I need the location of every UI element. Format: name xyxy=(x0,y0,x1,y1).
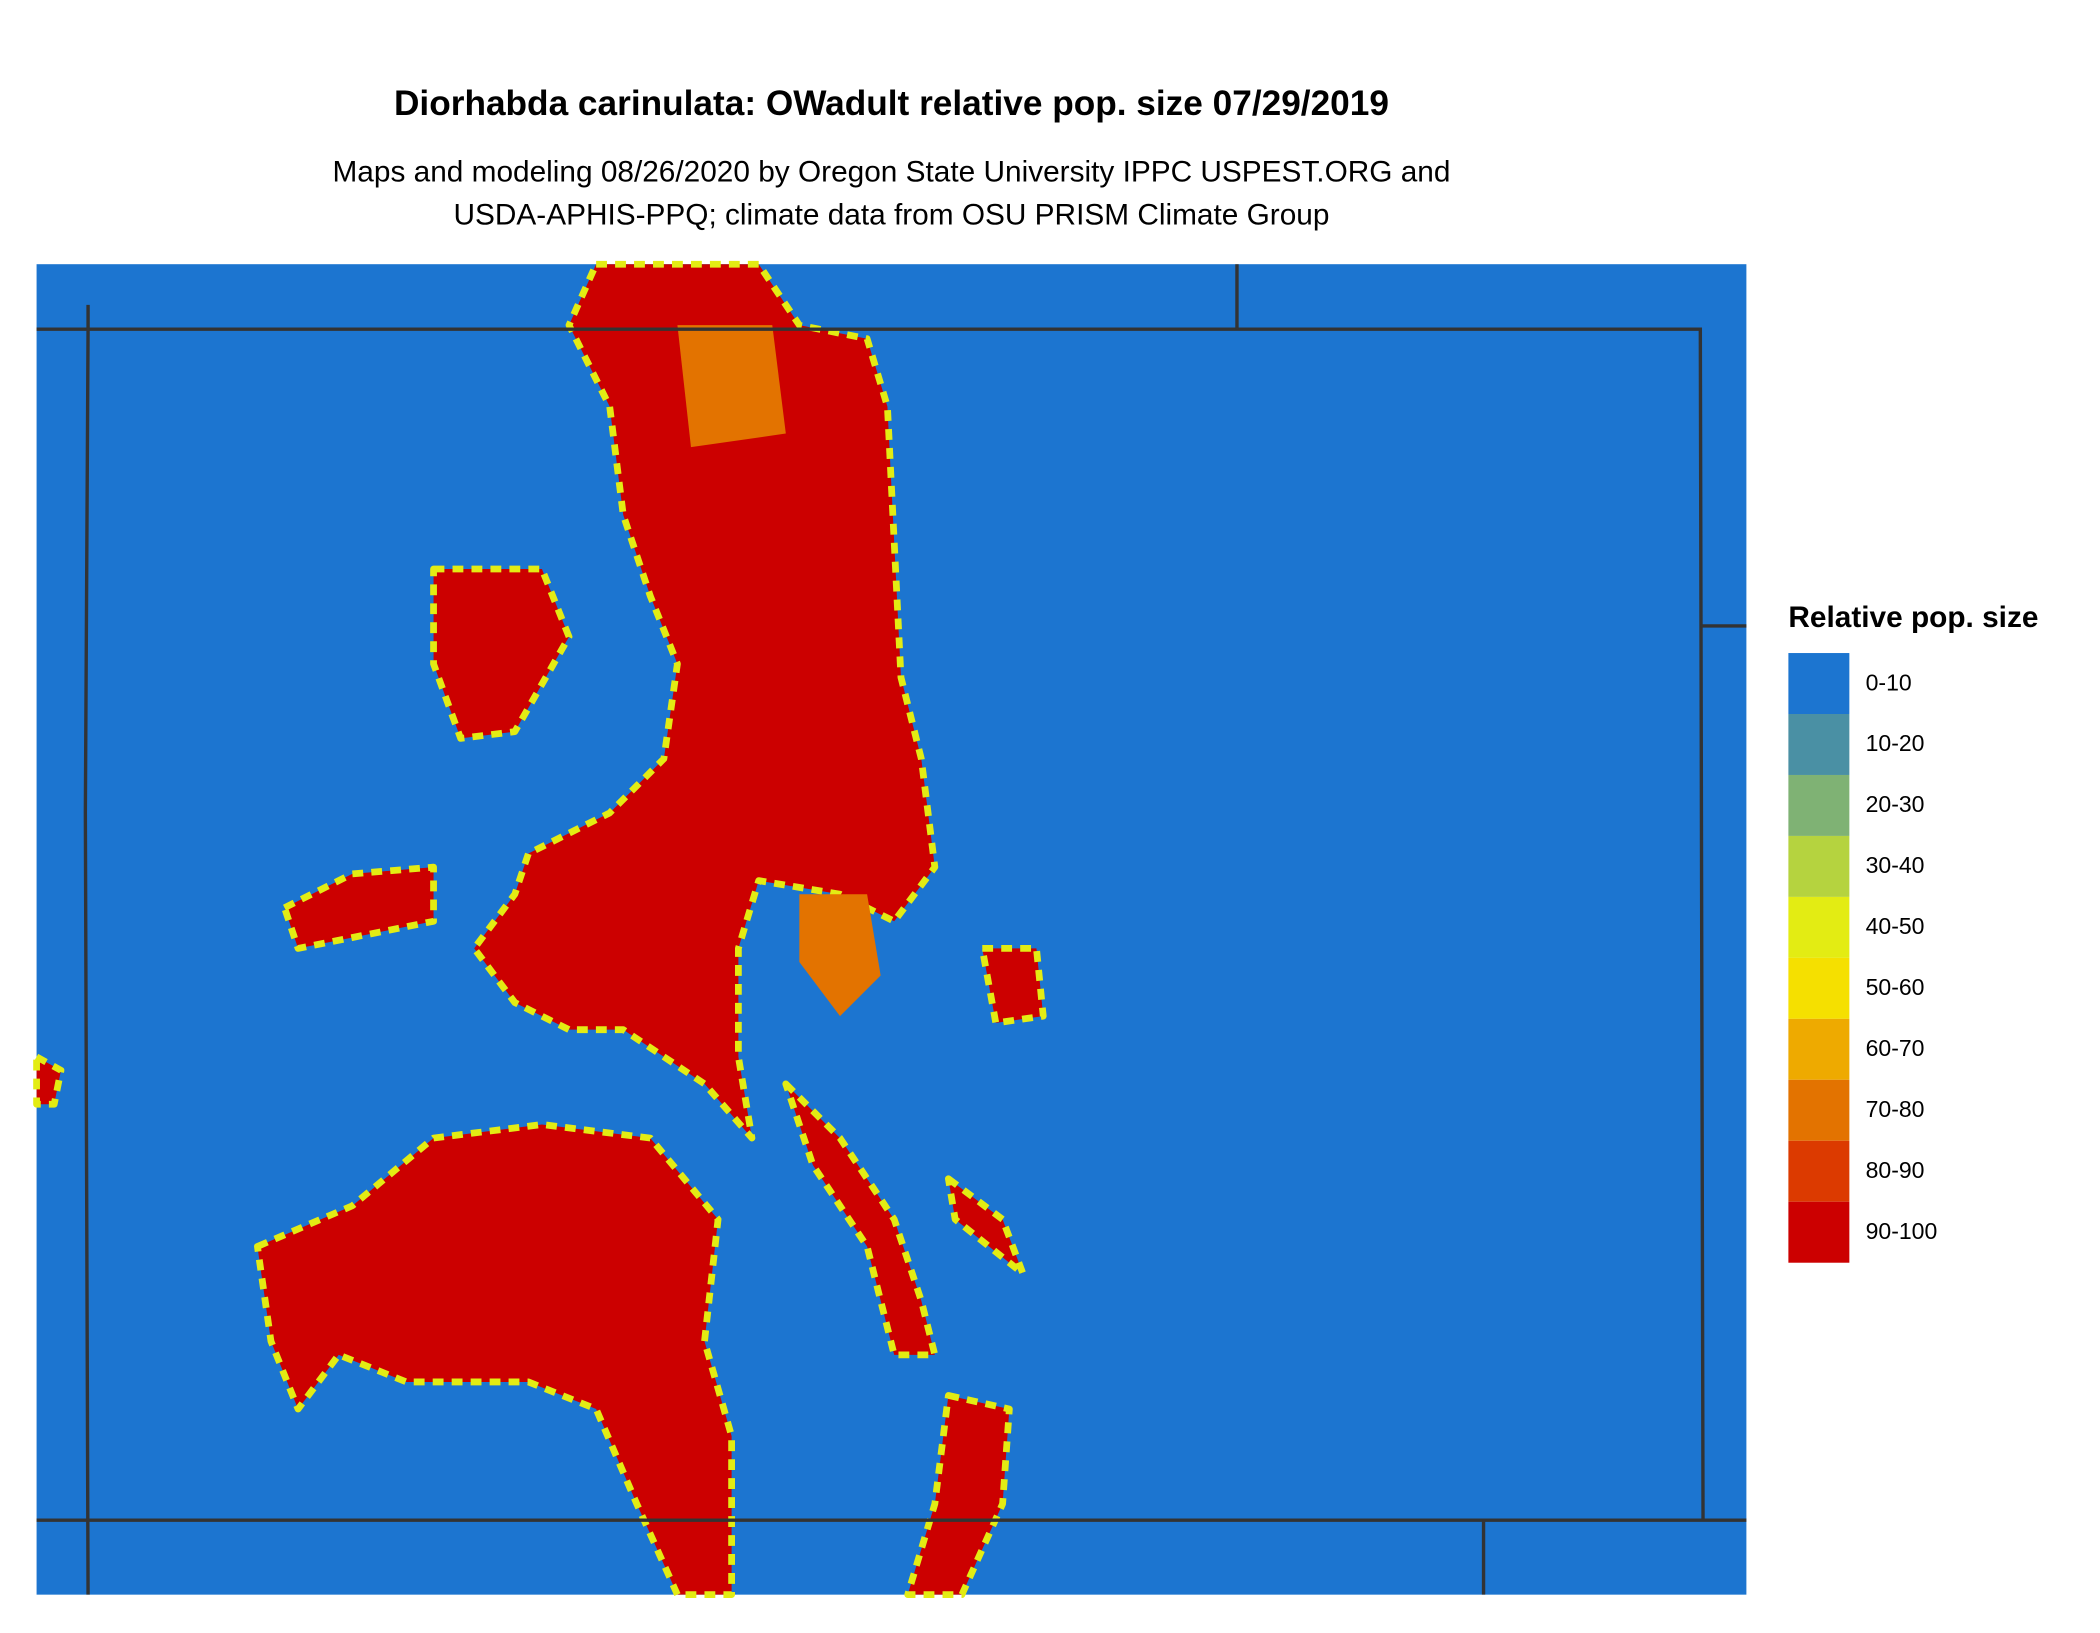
region xyxy=(799,894,881,1017)
region xyxy=(470,260,939,1142)
legend-label: 80-90 xyxy=(1866,1157,1925,1183)
legend-label: 60-70 xyxy=(1866,1035,1925,1061)
region xyxy=(782,1080,939,1359)
legend-swatch xyxy=(1788,1079,1850,1141)
legend-swatch xyxy=(1788,957,1850,1019)
region xyxy=(254,1121,735,1599)
legend-label: 20-30 xyxy=(1866,791,1925,817)
region xyxy=(430,565,573,742)
region xyxy=(281,863,437,952)
title: Diorhabda carinulata: OWadult relative p… xyxy=(394,84,1389,123)
region xyxy=(677,325,786,448)
subtitle: Maps and modeling 08/26/2020 by Oregon S… xyxy=(332,155,1450,188)
legend-swatch xyxy=(1788,896,1850,958)
region xyxy=(978,945,1047,1027)
legend-label: 50-60 xyxy=(1866,974,1925,1000)
legend-label: 90-100 xyxy=(1866,1218,1938,1244)
legend-title: Relative pop. size xyxy=(1788,601,2038,634)
legend-label: 10-20 xyxy=(1866,730,1925,756)
region xyxy=(904,1392,1013,1599)
legend: 0-10 10-20 20-30 30-40 40-50 50-60 60-70 70-80 8… xyxy=(1788,653,1937,1263)
legend-swatch xyxy=(1788,1018,1850,1080)
state-border xyxy=(36,327,1705,1521)
legend-label: 70-80 xyxy=(1866,1096,1925,1122)
legend-swatch xyxy=(1788,653,1850,715)
map xyxy=(33,260,1747,1599)
legend-swatch xyxy=(1788,774,1850,836)
region xyxy=(945,1175,1027,1277)
legend-label: 30-40 xyxy=(1866,852,1925,878)
legend-swatch xyxy=(1788,714,1850,775)
legend-label: 0-10 xyxy=(1866,669,1912,695)
legend-swatch xyxy=(1788,1140,1850,1202)
legend-label: 40-50 xyxy=(1866,913,1925,939)
legend-swatch xyxy=(1788,1201,1850,1263)
legend-swatch xyxy=(1788,835,1850,897)
subtitle: USDA-APHIS-PPQ; climate data from OSU PR… xyxy=(454,199,1330,232)
state-border xyxy=(83,304,90,1595)
region xyxy=(33,1053,65,1108)
